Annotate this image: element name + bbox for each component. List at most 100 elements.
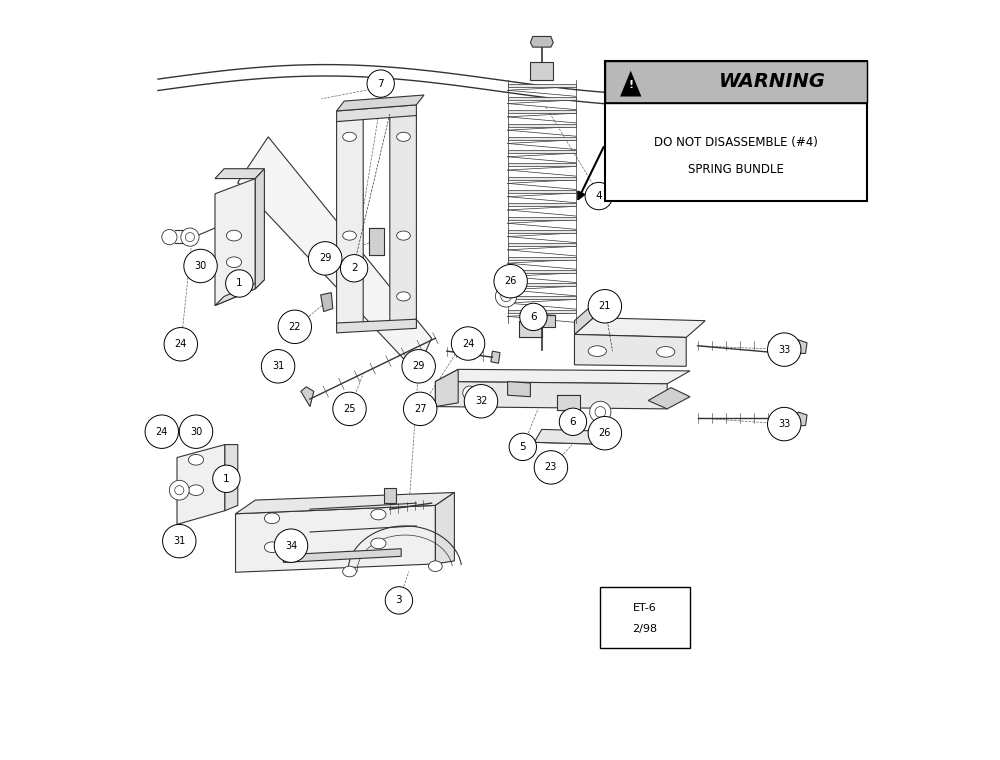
Circle shape	[226, 270, 253, 297]
Circle shape	[175, 486, 184, 495]
Polygon shape	[225, 445, 238, 511]
Circle shape	[164, 328, 198, 361]
Polygon shape	[470, 388, 492, 398]
Text: 4: 4	[595, 191, 602, 201]
Polygon shape	[528, 315, 555, 327]
Ellipse shape	[264, 542, 280, 553]
Circle shape	[588, 290, 622, 323]
Circle shape	[333, 392, 366, 426]
Text: ET-6: ET-6	[633, 603, 657, 613]
Text: 26: 26	[599, 428, 611, 439]
Polygon shape	[557, 395, 580, 410]
Polygon shape	[648, 388, 690, 409]
Circle shape	[213, 465, 240, 492]
Text: 32: 32	[475, 396, 487, 407]
Polygon shape	[283, 549, 401, 562]
Circle shape	[157, 427, 166, 436]
Circle shape	[162, 230, 177, 245]
Text: 33: 33	[778, 344, 790, 355]
Circle shape	[559, 408, 587, 435]
Circle shape	[186, 422, 206, 442]
Polygon shape	[337, 118, 363, 327]
Circle shape	[494, 264, 527, 298]
Polygon shape	[236, 492, 454, 514]
Polygon shape	[508, 110, 576, 113]
Text: 22: 22	[289, 321, 301, 332]
Polygon shape	[435, 369, 690, 384]
Ellipse shape	[343, 566, 356, 577]
Circle shape	[181, 228, 199, 246]
Bar	[600, 587, 690, 648]
Polygon shape	[508, 150, 576, 154]
Polygon shape	[508, 84, 576, 87]
Circle shape	[402, 350, 435, 383]
Circle shape	[308, 242, 342, 275]
Polygon shape	[321, 293, 333, 312]
Text: 26: 26	[504, 276, 517, 287]
Circle shape	[509, 433, 536, 461]
Circle shape	[463, 386, 476, 400]
Ellipse shape	[188, 454, 204, 465]
Text: 30: 30	[190, 426, 202, 437]
Circle shape	[274, 529, 308, 562]
Circle shape	[169, 480, 189, 500]
Text: 31: 31	[173, 536, 185, 546]
Polygon shape	[435, 382, 667, 409]
Polygon shape	[519, 321, 542, 337]
Text: 1: 1	[223, 473, 230, 484]
Circle shape	[179, 415, 213, 448]
Polygon shape	[508, 230, 576, 233]
Polygon shape	[620, 71, 641, 97]
Polygon shape	[215, 169, 264, 179]
Polygon shape	[508, 296, 576, 299]
Circle shape	[385, 587, 413, 614]
Circle shape	[145, 415, 179, 448]
Polygon shape	[177, 445, 225, 524]
Polygon shape	[337, 319, 416, 333]
Text: 1: 1	[236, 278, 243, 289]
Circle shape	[495, 286, 517, 307]
Circle shape	[501, 291, 511, 302]
Polygon shape	[238, 137, 432, 372]
Polygon shape	[508, 270, 576, 273]
Circle shape	[185, 233, 194, 242]
Text: 31: 31	[272, 361, 284, 372]
Ellipse shape	[226, 257, 242, 268]
Polygon shape	[508, 243, 576, 246]
Ellipse shape	[264, 513, 280, 524]
Text: 2/98: 2/98	[633, 624, 658, 635]
Polygon shape	[369, 228, 384, 255]
Circle shape	[534, 451, 568, 484]
Circle shape	[278, 310, 312, 344]
Polygon shape	[215, 280, 264, 306]
Ellipse shape	[657, 347, 675, 357]
Text: 3: 3	[396, 595, 402, 606]
Polygon shape	[574, 318, 705, 337]
FancyBboxPatch shape	[605, 61, 867, 201]
Text: 23: 23	[545, 462, 557, 473]
Polygon shape	[435, 369, 458, 407]
Polygon shape	[508, 382, 530, 397]
Circle shape	[163, 524, 196, 558]
Text: 21: 21	[599, 301, 611, 312]
Circle shape	[520, 303, 547, 331]
Polygon shape	[236, 505, 435, 572]
Circle shape	[268, 362, 286, 380]
Ellipse shape	[371, 538, 386, 549]
Polygon shape	[508, 123, 576, 126]
Bar	[605, 61, 867, 103]
Text: 24: 24	[462, 338, 474, 349]
Polygon shape	[255, 169, 264, 289]
Ellipse shape	[343, 132, 356, 141]
Text: 27: 27	[414, 404, 426, 414]
Text: SPRING BUNDLE: SPRING BUNDLE	[688, 163, 784, 176]
Text: WARNING: WARNING	[719, 72, 826, 91]
Ellipse shape	[371, 509, 386, 520]
Circle shape	[451, 327, 485, 360]
Circle shape	[261, 350, 295, 383]
Text: 24: 24	[156, 426, 168, 437]
Ellipse shape	[397, 231, 410, 240]
Polygon shape	[508, 97, 576, 100]
Text: 34: 34	[285, 540, 297, 551]
Circle shape	[768, 407, 801, 441]
